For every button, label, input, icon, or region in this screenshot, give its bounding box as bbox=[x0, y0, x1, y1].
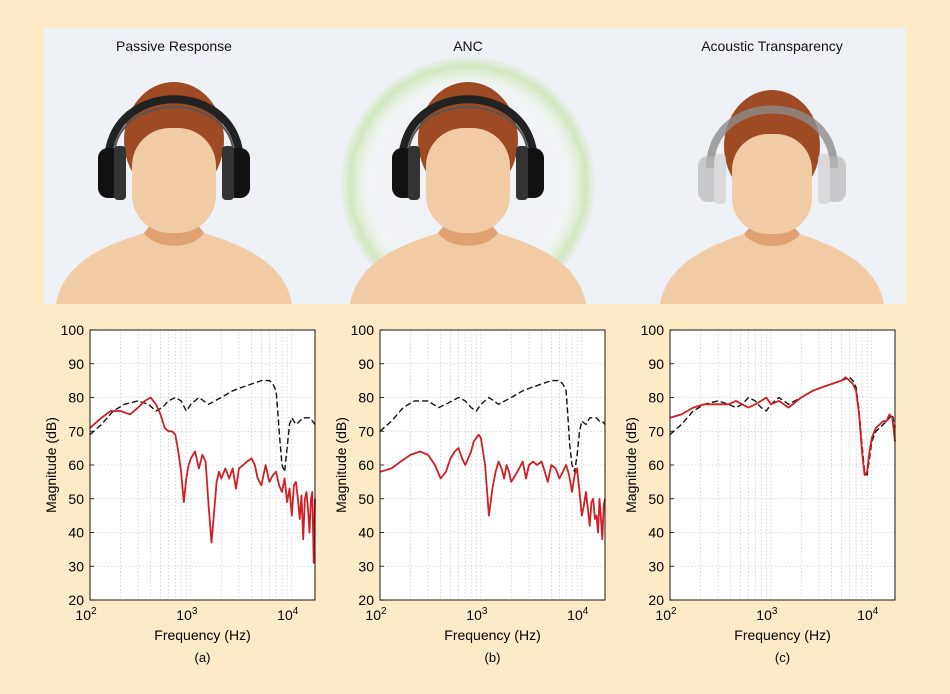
y-tick-label: 80 bbox=[648, 390, 664, 406]
plot-a: 20 30 40 50 60 70 80 90 100 102 103 104 Frequency (H… bbox=[43, 322, 316, 665]
plot-caption: (b) bbox=[485, 650, 501, 665]
y-tick-label: 80 bbox=[68, 390, 84, 406]
y-axis-label: Magnitude (dB) bbox=[43, 417, 59, 513]
label-transparency: Acoustic Transparency bbox=[701, 38, 843, 54]
person-passive bbox=[56, 82, 292, 304]
x-tick-label: 104 bbox=[277, 606, 299, 623]
y-tick-label: 20 bbox=[68, 592, 84, 608]
plot-frame bbox=[669, 329, 896, 601]
series-red-line bbox=[89, 396, 316, 564]
headphone-right-icon bbox=[222, 146, 250, 200]
x-tick-label: 104 bbox=[567, 606, 589, 623]
illustration-svg bbox=[56, 56, 884, 312]
plot-caption: (c) bbox=[775, 650, 790, 665]
plot-c-container: 20 30 40 50 60 70 80 90 100 102 103 104 Frequency (H… bbox=[620, 318, 910, 679]
series-dashed-line bbox=[89, 379, 316, 473]
x-tick-label: 102 bbox=[655, 606, 677, 623]
y-tick-label: 100 bbox=[641, 322, 665, 338]
x-tick-label: 104 bbox=[857, 606, 879, 623]
x-axis-label: Frequency (Hz) bbox=[154, 627, 250, 643]
plot-frame bbox=[379, 329, 606, 601]
y-tick-label: 30 bbox=[358, 558, 374, 574]
headphone-left-icon bbox=[98, 146, 126, 200]
plot-frame bbox=[89, 329, 316, 601]
x-tick-label: 102 bbox=[75, 606, 97, 623]
y-tick-label: 70 bbox=[68, 423, 84, 439]
y-tick-label: 90 bbox=[358, 356, 374, 372]
y-tick-label: 50 bbox=[358, 491, 374, 507]
y-tick-label: 90 bbox=[648, 356, 664, 372]
person-transparency bbox=[660, 90, 884, 304]
y-tick-label: 60 bbox=[358, 457, 374, 473]
x-tick-label: 103 bbox=[176, 606, 198, 623]
plot-a-container: 20 30 40 50 60 70 80 90 100 102 103 104 Frequency (H… bbox=[40, 318, 330, 679]
headphone-left-icon bbox=[698, 154, 726, 204]
y-axis-label: Magnitude (dB) bbox=[623, 417, 639, 513]
series-dashed-line bbox=[379, 379, 606, 473]
y-axis-label: Magnitude (dB) bbox=[333, 417, 349, 513]
x-tick-label: 103 bbox=[756, 606, 778, 623]
series-red-line bbox=[379, 433, 606, 541]
y-tick-label: 40 bbox=[648, 525, 664, 541]
x-axis-label: Frequency (Hz) bbox=[734, 627, 830, 643]
y-tick-label: 80 bbox=[358, 390, 374, 406]
y-tick-label: 40 bbox=[358, 525, 374, 541]
y-tick-label: 30 bbox=[648, 558, 664, 574]
illustration-panel: Passive Response ANC Acoustic Transparen… bbox=[44, 28, 906, 312]
headphone-left-icon bbox=[392, 146, 420, 200]
plot-b: 20 30 40 50 60 70 80 90 100 102 103 104 Frequency (H… bbox=[333, 322, 606, 665]
y-tick-label: 60 bbox=[648, 457, 664, 473]
plot-caption: (a) bbox=[195, 650, 211, 665]
x-axis-label: Frequency (Hz) bbox=[444, 627, 540, 643]
y-tick-label: 70 bbox=[648, 423, 664, 439]
y-tick-label: 50 bbox=[648, 491, 664, 507]
x-tick-label: 103 bbox=[466, 606, 488, 623]
person-anc bbox=[340, 56, 596, 312]
headphone-right-icon bbox=[818, 154, 846, 204]
label-anc: ANC bbox=[453, 38, 483, 54]
y-tick-label: 100 bbox=[61, 322, 85, 338]
headphone-right-icon bbox=[516, 146, 544, 200]
x-tick-label: 102 bbox=[365, 606, 387, 623]
y-tick-label: 100 bbox=[351, 322, 375, 338]
y-tick-label: 20 bbox=[358, 592, 374, 608]
plot-c: 20 30 40 50 60 70 80 90 100 102 103 104 Frequency (H… bbox=[623, 322, 896, 665]
y-tick-label: 60 bbox=[68, 457, 84, 473]
plot-b-container: 20 30 40 50 60 70 80 90 100 102 103 104 Frequency (H… bbox=[330, 318, 620, 679]
y-tick-label: 70 bbox=[358, 423, 374, 439]
label-passive: Passive Response bbox=[116, 38, 232, 54]
y-tick-label: 20 bbox=[648, 592, 664, 608]
series-red-line bbox=[669, 376, 896, 476]
y-tick-label: 50 bbox=[68, 491, 84, 507]
y-tick-label: 40 bbox=[68, 525, 84, 541]
y-tick-label: 30 bbox=[68, 558, 84, 574]
y-tick-label: 90 bbox=[68, 356, 84, 372]
